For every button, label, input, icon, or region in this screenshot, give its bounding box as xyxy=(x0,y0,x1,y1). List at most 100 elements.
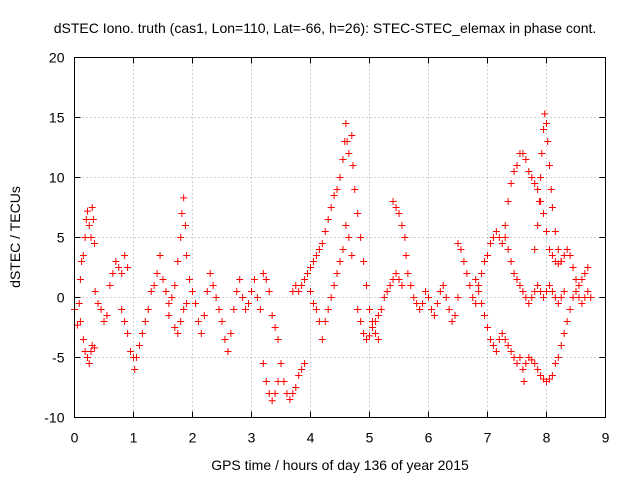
data-point xyxy=(543,120,550,127)
data-point xyxy=(181,222,189,229)
data-point xyxy=(548,288,556,295)
data-point xyxy=(349,162,357,169)
data-point xyxy=(554,246,562,253)
data-point xyxy=(177,318,185,325)
data-point xyxy=(484,252,491,259)
data-point xyxy=(138,330,146,337)
data-point xyxy=(132,354,140,361)
data-point xyxy=(484,324,491,331)
data-point xyxy=(112,258,120,265)
data-point xyxy=(97,306,105,313)
axis-ticks xyxy=(74,57,606,418)
data-point xyxy=(180,194,188,202)
data-point xyxy=(89,216,97,223)
data-point xyxy=(374,336,382,343)
data-point xyxy=(478,300,486,307)
data-point xyxy=(124,330,132,337)
data-point xyxy=(501,234,509,241)
data-point xyxy=(357,234,365,241)
data-point xyxy=(186,276,194,283)
x-tick-label: 6 xyxy=(425,430,433,446)
data-point xyxy=(87,348,95,355)
data-point xyxy=(271,390,279,397)
data-point xyxy=(416,306,424,313)
data-point xyxy=(572,276,580,283)
data-point xyxy=(76,276,84,283)
data-point xyxy=(265,390,273,397)
data-point xyxy=(315,246,323,253)
data-point xyxy=(513,276,521,283)
data-point xyxy=(286,396,294,403)
data-point xyxy=(262,276,270,283)
data-point xyxy=(537,288,545,295)
data-point xyxy=(547,186,555,193)
data-point xyxy=(342,222,350,229)
data-point xyxy=(115,264,123,271)
data-point xyxy=(557,342,565,349)
data-point xyxy=(106,282,114,289)
data-point xyxy=(557,258,565,265)
data-point xyxy=(239,294,247,301)
data-point xyxy=(209,282,217,289)
data-point xyxy=(124,264,132,271)
data-point xyxy=(389,276,397,283)
data-point xyxy=(383,288,391,295)
data-point xyxy=(407,282,415,289)
data-point xyxy=(327,294,335,301)
data-point xyxy=(551,294,559,301)
data-point xyxy=(307,264,314,271)
data-point xyxy=(150,282,158,289)
data-point xyxy=(551,360,559,367)
data-point xyxy=(498,240,506,247)
data-point xyxy=(351,186,359,193)
data-point xyxy=(162,288,170,295)
grid xyxy=(74,57,606,418)
data-point xyxy=(91,288,99,295)
data-point xyxy=(292,282,300,289)
data-point xyxy=(357,318,365,325)
data-point xyxy=(528,294,536,301)
data-point xyxy=(540,294,548,301)
data-point xyxy=(507,348,515,355)
data-point xyxy=(513,162,521,169)
data-point xyxy=(419,300,427,307)
data-point xyxy=(545,282,553,289)
data-point xyxy=(156,252,164,259)
data-point xyxy=(510,270,518,277)
data-point xyxy=(531,288,539,295)
data-point xyxy=(295,288,303,295)
data-point xyxy=(245,300,253,307)
data-point xyxy=(174,258,182,265)
data-point xyxy=(578,300,586,307)
data-point xyxy=(242,306,250,313)
data-point xyxy=(83,354,91,361)
data-point xyxy=(481,258,489,265)
data-point xyxy=(183,300,191,307)
data-point xyxy=(309,300,317,307)
data-point xyxy=(191,300,199,307)
data-point xyxy=(569,294,577,301)
data-point xyxy=(75,300,83,307)
data-point xyxy=(557,294,565,301)
data-point xyxy=(543,288,550,295)
data-point xyxy=(507,258,515,265)
data-point xyxy=(82,216,90,223)
data-point xyxy=(540,210,548,217)
data-point xyxy=(569,264,577,271)
data-point xyxy=(274,378,282,385)
data-point xyxy=(135,342,143,349)
data-point xyxy=(91,240,99,247)
data-point xyxy=(221,336,229,343)
data-point xyxy=(519,288,527,295)
data-point xyxy=(315,318,323,325)
data-point xyxy=(475,288,483,295)
y-tick-label: 20 xyxy=(49,50,65,66)
data-point xyxy=(563,318,571,325)
data-point xyxy=(534,366,542,373)
x-tick-label: 4 xyxy=(307,430,315,446)
data-point xyxy=(343,138,351,145)
y-tick-label: 5 xyxy=(57,230,65,246)
data-point xyxy=(398,282,406,289)
data-point xyxy=(540,126,548,133)
data-point xyxy=(522,156,530,163)
